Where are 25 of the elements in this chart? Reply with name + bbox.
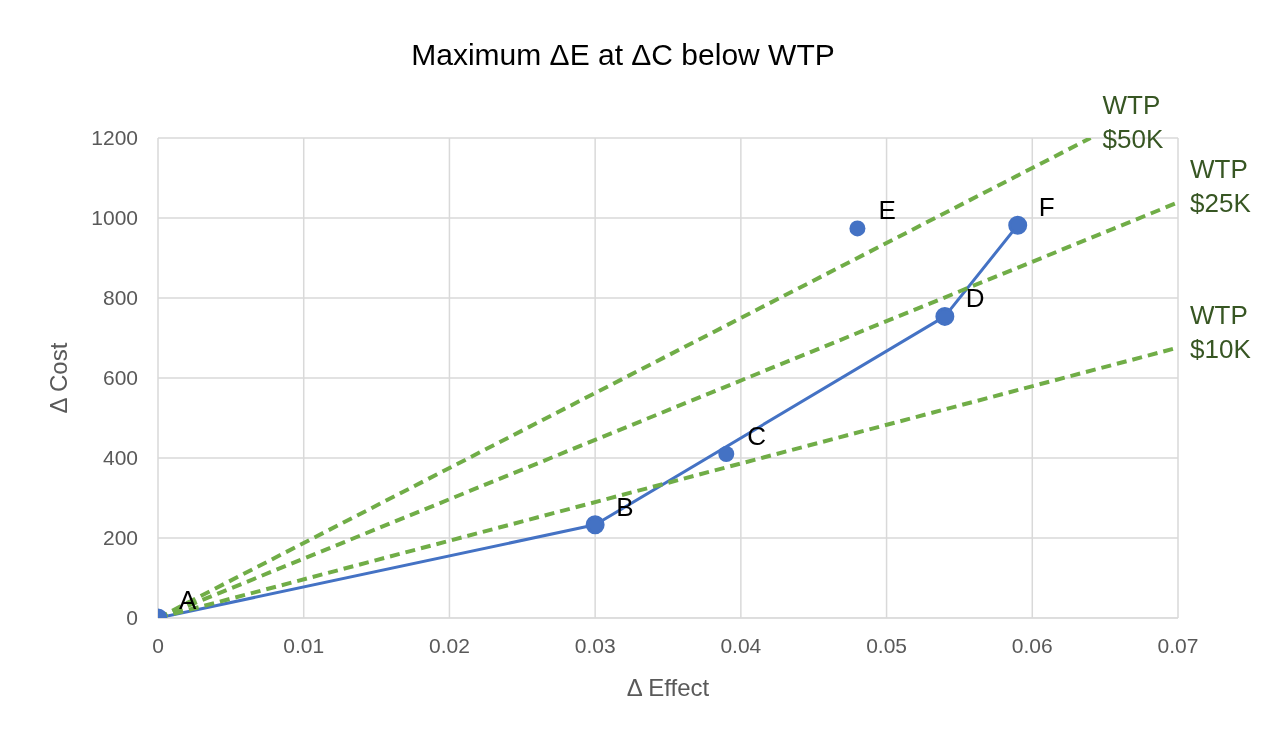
x-axis-title: Δ Effect: [626, 674, 710, 701]
y-tick-label: 800: [102, 286, 138, 310]
x-tick-label: 0: [152, 633, 164, 657]
y-tick-label: 200: [102, 526, 138, 550]
series-label: WTP $25K: [1190, 154, 1252, 219]
y-tick-label: 1000: [91, 206, 138, 230]
annotation: D: [965, 283, 985, 314]
annotation: C: [747, 421, 767, 451]
series-label: WTP $50K: [1102, 90, 1164, 154]
x-tick-label: 0.07: [1157, 633, 1199, 657]
x-tick-label: 0.03: [574, 633, 616, 657]
y-tick-label: 600: [102, 366, 138, 390]
x-tick-label: 0.02: [428, 633, 470, 657]
x-tick-label: 0.05: [866, 633, 908, 657]
y-tick-label: 400: [102, 446, 138, 470]
annotation: F: [1038, 192, 1055, 223]
x-tick-label: 0.06: [1011, 633, 1053, 657]
y-axis-title: Δ Cost: [44, 342, 72, 414]
y-tick-label: 0: [126, 606, 138, 630]
annotation: E: [878, 195, 896, 226]
series-label: WTP $10K: [1190, 299, 1252, 364]
x-tick-label: 0.01: [283, 633, 325, 657]
y-tick-label: 1200: [91, 126, 138, 150]
x-tick-label: 0.04: [720, 633, 762, 657]
chart-title: Maximum ΔE at ΔC below WTP: [410, 38, 836, 72]
